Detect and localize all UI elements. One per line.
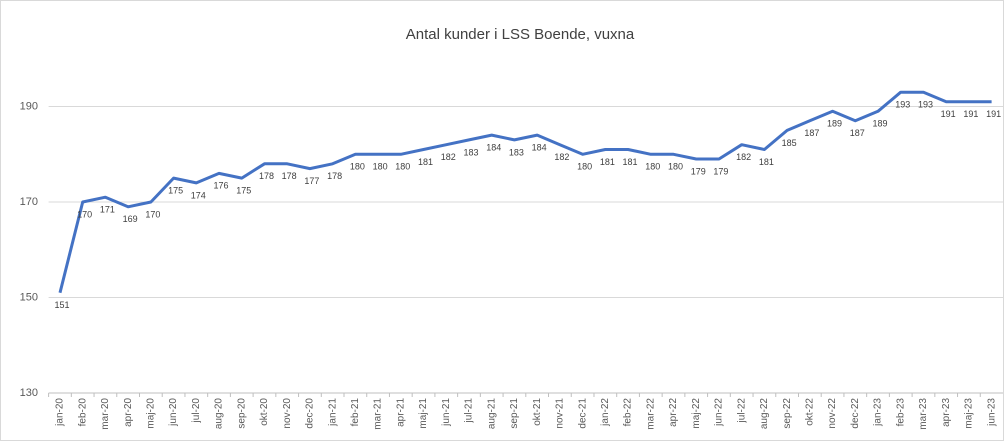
data-label: 180 [577, 162, 592, 172]
y-tick-label: 190 [20, 100, 38, 112]
data-label: 191 [963, 109, 978, 119]
x-tick-label: jun-22 [714, 398, 725, 427]
data-label: 185 [782, 138, 797, 148]
x-tick-label: okt-22 [804, 398, 815, 426]
x-tick-label: jun-21 [441, 398, 452, 427]
chart-title: Antal kunder i LSS Boende, vuxna [406, 26, 635, 43]
x-tick-label: apr-20 [123, 398, 134, 427]
x-tick-label: nov-20 [282, 398, 293, 429]
data-label: 181 [759, 157, 774, 167]
x-tick-label: mar-20 [100, 398, 111, 430]
data-label: 187 [850, 128, 865, 138]
y-tick-label: 170 [20, 196, 38, 208]
data-label: 181 [418, 157, 433, 167]
x-tick-label: maj-21 [418, 398, 429, 429]
data-label: 180 [350, 162, 365, 172]
y-tick-label: 150 [20, 291, 38, 303]
data-label: 183 [463, 147, 478, 157]
x-tick-label: jul-20 [191, 398, 202, 424]
data-label: 193 [895, 100, 910, 110]
x-tick-label: maj-22 [691, 398, 702, 429]
x-tick-label: apr-23 [941, 398, 952, 427]
data-label: 175 [168, 186, 183, 196]
x-tick-label: okt-21 [532, 398, 543, 426]
data-label: 180 [668, 162, 683, 172]
x-tick-label: jan-22 [600, 398, 611, 427]
data-line [58, 90, 992, 294]
x-tick-label: jun-23 [986, 398, 997, 427]
x-tick-label: dec-21 [577, 398, 588, 429]
x-tick-label: nov-21 [555, 398, 566, 429]
data-label: 184 [532, 143, 547, 153]
data-label: 182 [441, 152, 456, 162]
data-label: 182 [554, 152, 569, 162]
x-tick-label: mar-23 [918, 398, 929, 430]
y-tick-label: 130 [20, 387, 38, 399]
x-tick-label: maj-23 [964, 398, 975, 429]
data-label: 180 [645, 162, 660, 172]
data-label: 193 [918, 100, 933, 110]
x-tick-label: jan-21 [327, 398, 338, 427]
x-tick-label: jan-23 [873, 398, 884, 427]
x-tick-label: feb-20 [77, 398, 88, 427]
data-label: 171 [100, 205, 115, 215]
x-tick-label: sep-20 [236, 398, 247, 429]
data-label: 182 [736, 152, 751, 162]
x-tick-label: sep-22 [782, 398, 793, 429]
x-tick-label: apr-22 [668, 398, 679, 427]
x-tick-label: jun-20 [168, 398, 179, 427]
x-tick-label: dec-22 [850, 398, 861, 429]
x-tick-label: jul-22 [736, 398, 747, 424]
data-label: 178 [327, 171, 342, 181]
data-label: 181 [600, 157, 615, 167]
data-label: 191 [941, 109, 956, 119]
x-tick-label: feb-21 [350, 398, 361, 427]
data-label: 181 [623, 157, 638, 167]
data-label: 178 [259, 171, 274, 181]
data-label: 170 [145, 209, 160, 219]
x-tick-label: okt-20 [259, 398, 270, 426]
x-tick-label: jan-20 [55, 398, 66, 427]
data-label: 178 [282, 171, 297, 181]
x-tick-label: dec-20 [305, 398, 316, 429]
data-label: 179 [713, 166, 728, 176]
data-label: 170 [77, 209, 92, 219]
x-tick-label: nov-22 [827, 398, 838, 429]
data-label: 189 [873, 119, 888, 129]
data-label: 151 [54, 300, 69, 310]
data-label: 184 [486, 143, 501, 153]
data-label: 191 [986, 109, 1001, 119]
x-tick-label: aug-22 [759, 398, 770, 430]
data-label: 176 [214, 181, 229, 191]
x-tick-label: aug-21 [486, 398, 497, 430]
x-tick-label: feb-22 [623, 398, 634, 427]
x-tick-label: jul-21 [464, 398, 475, 424]
data-label: 183 [509, 147, 524, 157]
x-tick-label: sep-21 [509, 398, 520, 429]
data-label: 180 [373, 162, 388, 172]
data-label: 187 [804, 128, 819, 138]
data-label: 169 [123, 214, 138, 224]
data-label: 175 [236, 186, 251, 196]
data-label: 174 [191, 190, 206, 200]
x-tick-label: mar-21 [373, 398, 384, 430]
x-tick-label: apr-21 [395, 398, 406, 427]
data-label: 189 [827, 119, 842, 129]
data-label: 180 [395, 162, 410, 172]
x-tick-label: feb-23 [895, 398, 906, 427]
x-tick-label: mar-22 [645, 398, 656, 430]
data-label: 177 [304, 176, 319, 186]
x-tick-label: maj-20 [145, 398, 156, 429]
x-tick-label: aug-20 [214, 398, 225, 430]
data-label: 179 [691, 166, 706, 176]
